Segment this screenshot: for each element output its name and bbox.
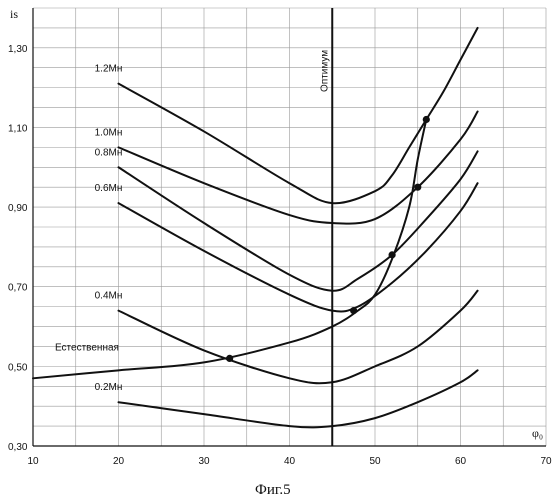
y-tick-label: 0,90 — [8, 203, 28, 214]
x-tick-label: 20 — [113, 456, 125, 467]
x-tick-label: 60 — [455, 456, 467, 467]
series-line-0-4мн — [119, 291, 478, 384]
series-label-0-4мн: 0.4Мн — [95, 291, 123, 302]
series-label-0-6мн: 0.6Мн — [95, 183, 123, 194]
x-tick-label: 40 — [284, 456, 296, 467]
intersection-point — [350, 307, 357, 314]
axes-layer: 10 20 30 40 50 60 70 0,30 0,50 0,70 0,90 1,10 1,30 — [8, 8, 552, 467]
optimum-label: Оптимум — [319, 50, 330, 92]
series-line-1-2мн — [119, 28, 478, 203]
y-tick-label: 1,10 — [8, 123, 28, 134]
series-label-0-2мн: 0.2Мн — [95, 382, 123, 393]
x-tick-label: 30 — [198, 456, 210, 467]
y-tick-label: 0,30 — [8, 442, 28, 453]
x-tick-label: 10 — [27, 456, 39, 467]
intersection-point — [423, 116, 430, 123]
y-tick-label: 0,70 — [8, 283, 28, 294]
x-axis-label: φ₀ — [532, 426, 543, 440]
intersection-point — [414, 184, 421, 191]
y-axis-label: is — [10, 7, 18, 21]
y-tick-label: 1,30 — [8, 44, 28, 55]
intersection-point — [389, 251, 396, 258]
series-line-0-2мн — [119, 370, 478, 427]
figure-caption: Фиг.5 — [255, 482, 291, 498]
series-label-1-2мн: 1.2Мн — [95, 64, 123, 75]
series-label-0-8мн: 0.8Мн — [95, 147, 123, 158]
y-tick-label: 0,50 — [8, 362, 28, 373]
intersection-point — [226, 355, 233, 362]
series-label-1-0мн: 1.0Мн — [95, 127, 123, 138]
x-tick-label: 50 — [369, 456, 381, 467]
x-tick-label: 70 — [540, 456, 552, 467]
series-line-естественная — [33, 119, 426, 378]
series-line-0-8мн — [119, 151, 478, 290]
series-label-естественная: Естественная — [55, 342, 119, 353]
